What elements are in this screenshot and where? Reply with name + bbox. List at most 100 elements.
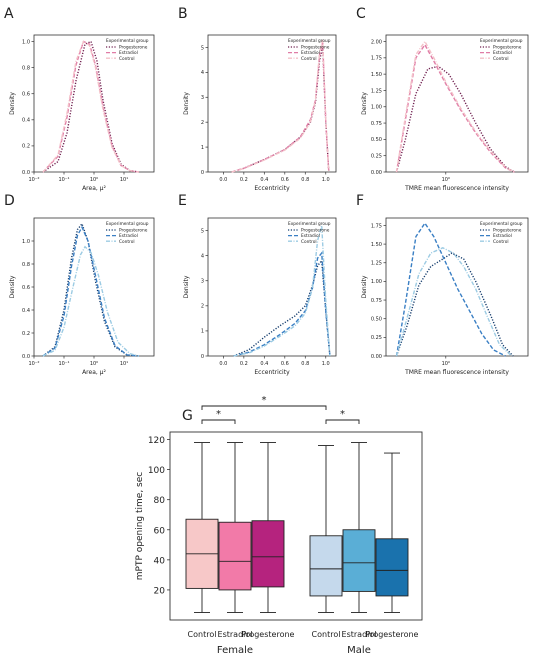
x-tick-label: 0.0 bbox=[219, 361, 227, 367]
y-tick-label: 3 bbox=[201, 279, 204, 285]
x-tick-label: 10⁰ bbox=[90, 177, 98, 183]
panel-letter-A: A bbox=[4, 6, 14, 22]
x-axis-label: Area, μ² bbox=[82, 369, 106, 376]
y-axis-label: Density bbox=[361, 92, 368, 115]
series-line-estradiol bbox=[395, 221, 506, 357]
legend-label: Estradiol bbox=[119, 50, 138, 56]
legend-label: Control bbox=[301, 239, 317, 245]
x-tick-label: 1.0 bbox=[322, 361, 330, 367]
panel-G: 20 40 60 80 100 120 mPTP opening time, sec Cont… bbox=[135, 395, 423, 656]
legend-title: Experimental group bbox=[106, 221, 149, 227]
series-line-control bbox=[233, 225, 331, 357]
panel-C: 0.00 0.25 0.50 0.75 1.00 1.25 1.50 1.75 2.00 10⁰ T… bbox=[361, 34, 529, 192]
box-male-estradiol bbox=[342, 529, 376, 592]
y-tick-label: 0.0 bbox=[22, 170, 30, 176]
y-tick-label: 1.75 bbox=[371, 56, 382, 62]
y-tick-label: 120 bbox=[148, 436, 165, 446]
y-tick-label: 80 bbox=[154, 496, 166, 506]
y-tick-label: 4 bbox=[201, 253, 204, 259]
y-tick-label: 3 bbox=[201, 95, 204, 101]
y-axis-label: Density bbox=[361, 275, 368, 298]
series-line-progesterone bbox=[42, 222, 140, 357]
y-tick-label: 1 bbox=[201, 329, 204, 335]
y-tick-label: 1 bbox=[201, 145, 204, 151]
x-tick-label: 0.6 bbox=[281, 361, 289, 367]
box-female-estradiol bbox=[218, 521, 252, 591]
x-tick-label: 0.4 bbox=[260, 361, 268, 367]
y-axis-label: Density bbox=[9, 275, 16, 298]
box-male-progesterone bbox=[375, 538, 409, 597]
x-tick-label: 0.2 bbox=[240, 177, 248, 183]
y-tick-label: 0.75 bbox=[371, 121, 382, 127]
significance-bracket bbox=[325, 419, 360, 424]
x-tick-label: 0.8 bbox=[301, 177, 309, 183]
y-tick-label: 1.75 bbox=[371, 223, 382, 229]
x-tick-label: 0.8 bbox=[301, 361, 309, 367]
legend-label: Estradiol bbox=[119, 233, 138, 239]
y-axis-label: Density bbox=[183, 92, 190, 115]
panel-letter-B: B bbox=[178, 6, 188, 22]
box-female-progesterone bbox=[251, 520, 285, 588]
y-tick-label: 40 bbox=[154, 556, 166, 566]
y-tick-label: 60 bbox=[154, 526, 166, 536]
plot-frame bbox=[385, 34, 529, 173]
legend-title: Experimental group bbox=[480, 38, 523, 44]
y-tick-label: 1.25 bbox=[371, 88, 382, 94]
legend-label: Progesterone bbox=[493, 228, 522, 234]
series-line-control bbox=[395, 247, 513, 357]
series-line-progesterone bbox=[233, 258, 331, 357]
legend-label: Estradiol bbox=[493, 233, 512, 239]
y-tick-label: 5 bbox=[201, 45, 204, 51]
legend-label: Estradiol bbox=[493, 50, 512, 56]
series-line-estradiol bbox=[395, 43, 515, 173]
panel-D: 0.0 0.2 0.4 0.6 0.8 1.0 10⁻² 10⁻¹ 10⁰ 10¹ Area, μ²… bbox=[9, 217, 155, 376]
y-tick-label: 0.2 bbox=[22, 331, 30, 337]
plot-frame bbox=[207, 217, 337, 357]
legend-title: Experimental group bbox=[480, 221, 523, 227]
plot-frame bbox=[385, 217, 529, 357]
legend-label: Control bbox=[493, 239, 509, 245]
legend-label: Control bbox=[119, 239, 135, 245]
series-line-estradiol bbox=[231, 42, 330, 173]
y-tick-label: 0 bbox=[201, 170, 204, 176]
panel-letter-F: F bbox=[356, 193, 364, 209]
y-tick-label: 0.25 bbox=[371, 153, 382, 159]
y-axis-label: mPTP opening time, sec bbox=[135, 472, 145, 581]
x-tick-label: 0.2 bbox=[240, 361, 248, 367]
y-tick-label: 1.0 bbox=[22, 39, 30, 45]
x-tick-label: Estradiol bbox=[342, 630, 377, 639]
legend-title: Experimental group bbox=[288, 221, 331, 227]
x-tick-label: Control bbox=[312, 630, 341, 639]
plot-frame bbox=[169, 431, 423, 621]
y-tick-label: 1.00 bbox=[371, 105, 382, 111]
legend-label: Control bbox=[119, 56, 135, 62]
plot-frame bbox=[207, 34, 337, 173]
x-tick-label: Control bbox=[188, 630, 217, 639]
y-tick-label: 0.50 bbox=[371, 317, 382, 323]
x-tick-label: 0.6 bbox=[281, 177, 289, 183]
x-tick-label: 10⁻¹ bbox=[58, 177, 69, 183]
y-tick-label: 0.6 bbox=[22, 285, 30, 291]
y-axis-label: Density bbox=[183, 275, 190, 298]
legend-title: Experimental group bbox=[106, 38, 149, 44]
y-tick-label: 0.4 bbox=[22, 118, 30, 124]
panel-letter-G: G bbox=[182, 408, 193, 424]
y-tick-label: 2 bbox=[201, 120, 204, 126]
legend-label: Progesterone bbox=[119, 228, 148, 234]
x-axis-label: Eccentricity bbox=[254, 185, 290, 192]
x-axis-label: Eccentricity bbox=[254, 369, 290, 376]
series-line-progesterone bbox=[231, 47, 330, 173]
x-tick-label: 0.4 bbox=[260, 177, 268, 183]
y-tick-label: 0.0 bbox=[22, 354, 30, 360]
x-tick-label: 10⁰ bbox=[442, 177, 450, 183]
box-male-control bbox=[309, 535, 343, 597]
legend-label: Estradiol bbox=[301, 50, 320, 56]
panel-B: 0 1 2 3 4 5 0.0 0.2 0.4 0.6 0.8 1.0 Eccentricity Dens… bbox=[183, 34, 337, 192]
significance-marker: * bbox=[340, 409, 345, 420]
y-tick-label: 2.00 bbox=[371, 39, 382, 45]
series-line-estradiol bbox=[42, 225, 140, 357]
series-line-estradiol bbox=[233, 251, 331, 357]
y-tick-label: 1.00 bbox=[371, 279, 382, 285]
y-tick-label: 1.50 bbox=[371, 242, 382, 248]
